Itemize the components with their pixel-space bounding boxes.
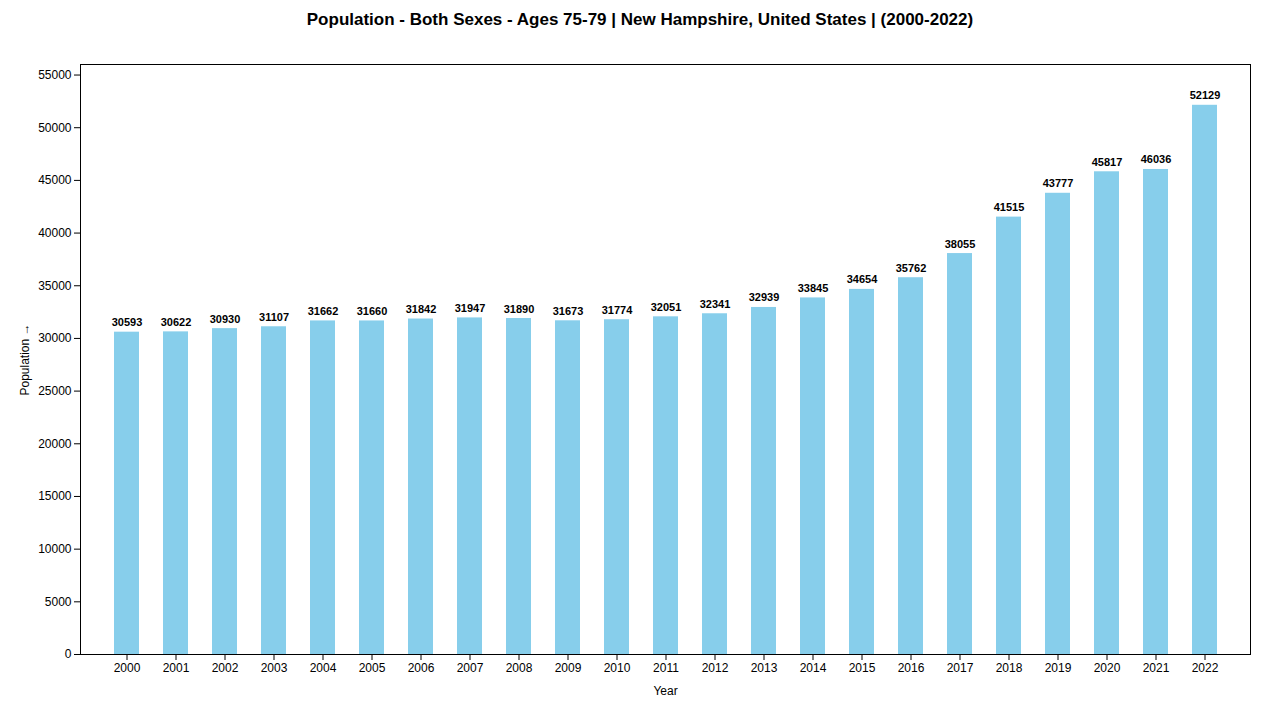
svg-text:2010: 2010	[604, 661, 631, 675]
svg-text:0: 0	[65, 647, 72, 661]
svg-text:30930: 30930	[210, 313, 241, 325]
svg-text:33845: 33845	[798, 282, 829, 294]
svg-text:2005: 2005	[359, 661, 386, 675]
svg-text:52129: 52129	[1190, 89, 1221, 101]
svg-text:30000: 30000	[38, 331, 72, 345]
svg-text:32939: 32939	[749, 291, 780, 303]
svg-text:32341: 32341	[700, 298, 731, 310]
svg-text:32051: 32051	[651, 301, 682, 313]
svg-text:30593: 30593	[112, 316, 143, 328]
svg-text:43777: 43777	[1043, 177, 1074, 189]
svg-text:2011: 2011	[653, 661, 679, 675]
svg-text:5000: 5000	[45, 595, 72, 609]
svg-text:2018: 2018	[996, 661, 1023, 675]
svg-text:2004: 2004	[310, 661, 337, 675]
svg-text:31673: 31673	[553, 305, 584, 317]
html-text:Population - Both Sexes - Ages: Population - Both Sexes - Ages 75-79 | N…	[306, 10, 974, 29]
svg-text:Population →: Population →	[18, 323, 32, 395]
svg-text:2000: 2000	[114, 661, 141, 675]
svg-text:55000: 55000	[38, 68, 72, 82]
svg-text:2022: 2022	[1192, 661, 1219, 675]
svg-text:2013: 2013	[751, 661, 778, 675]
svg-text:2017: 2017	[947, 661, 974, 675]
svg-text:31947: 31947	[455, 302, 486, 314]
svg-text:31890: 31890	[504, 303, 535, 315]
svg-text:41515: 41515	[994, 201, 1025, 213]
svg-text:2019: 2019	[1045, 661, 1072, 675]
svg-text:30622: 30622	[161, 316, 192, 328]
svg-text:40000: 40000	[38, 226, 72, 240]
svg-text:31662: 31662	[308, 305, 339, 317]
svg-text:25000: 25000	[38, 384, 72, 398]
svg-text:2009: 2009	[555, 661, 582, 675]
svg-text:2003: 2003	[261, 661, 288, 675]
svg-text:2006: 2006	[408, 661, 435, 675]
svg-text:45817: 45817	[1092, 156, 1123, 168]
svg-text:35000: 35000	[38, 279, 72, 293]
svg-text:2020: 2020	[1094, 661, 1121, 675]
svg-text:45000: 45000	[38, 173, 72, 187]
svg-text:2001: 2001	[163, 661, 190, 675]
svg-text:2014: 2014	[800, 661, 827, 675]
svg-text:2016: 2016	[898, 661, 925, 675]
svg-text:20000: 20000	[38, 437, 72, 451]
svg-text:46036: 46036	[1141, 153, 1172, 165]
svg-text:34654: 34654	[847, 273, 878, 285]
svg-text:31660: 31660	[357, 305, 388, 317]
svg-text:2008: 2008	[506, 661, 533, 675]
svg-text:2007: 2007	[457, 661, 484, 675]
svg-text:2021: 2021	[1143, 661, 1170, 675]
svg-text:15000: 15000	[38, 489, 72, 503]
svg-text:Year: Year	[653, 684, 677, 698]
svg-text:31107: 31107	[259, 311, 289, 323]
svg-text:50000: 50000	[38, 121, 72, 135]
svg-text:31842: 31842	[406, 303, 437, 315]
svg-text:2015: 2015	[849, 661, 876, 675]
svg-text:35762: 35762	[896, 262, 927, 274]
svg-text:10000: 10000	[38, 542, 72, 556]
svg-text:38055: 38055	[945, 238, 976, 250]
svg-text:2012: 2012	[702, 661, 729, 675]
svg-text:31774: 31774	[602, 304, 633, 316]
svg-text:2002: 2002	[212, 661, 239, 675]
